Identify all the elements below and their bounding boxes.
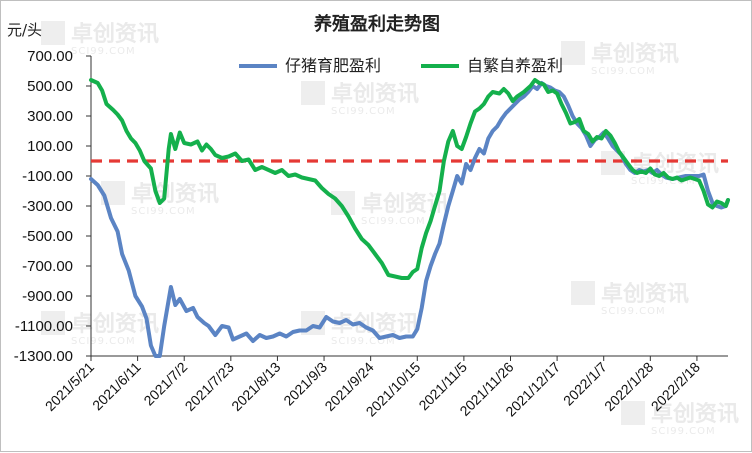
x-tick-label: 2021/7/23 <box>182 359 238 415</box>
watermark-subtext: SCI99.COM <box>331 106 396 117</box>
watermark-text: 卓创资讯 <box>601 282 689 307</box>
y-tick-label: -300.00 <box>22 198 73 215</box>
watermark-text: 卓创资讯 <box>651 402 739 427</box>
series-line-self-breeding <box>89 78 730 280</box>
series-lines <box>89 78 730 358</box>
y-tick-label: 500.00 <box>27 78 73 95</box>
x-tick-label: 2021/6/11 <box>89 359 144 414</box>
watermark-logo <box>41 21 65 45</box>
y-tick-label: 100.00 <box>27 138 73 155</box>
chart-title: 养殖盈利走势图 <box>313 13 440 35</box>
y-tick-label: -1300.00 <box>14 348 73 365</box>
y-tick-label: 700.00 <box>27 48 73 65</box>
watermark-text: 卓创资讯 <box>591 42 679 67</box>
watermark-logo <box>301 81 325 105</box>
watermark-logo <box>41 311 65 335</box>
watermark-subtext: SCI99.COM <box>331 336 396 347</box>
y-tick-label: -500.00 <box>22 228 73 245</box>
watermark-subtext: SCI99.COM <box>131 206 196 217</box>
y-tick-label: 300.00 <box>27 108 73 125</box>
y-tick-label: -700.00 <box>22 258 73 275</box>
x-tick-label: 2021/8/13 <box>228 359 284 415</box>
y-tick-label: -1100.00 <box>15 318 73 335</box>
legend-label: 仔猪育肥盈利 <box>285 56 381 75</box>
y-tick-label: -900.00 <box>22 288 73 305</box>
watermark-subtext: SCI99.COM <box>591 66 656 77</box>
x-tick-label: 2021/5/21 <box>42 359 98 415</box>
watermark-text: 卓创资讯 <box>131 182 219 207</box>
y-tick-label: -100.00 <box>22 168 73 185</box>
watermark-subtext: SCI99.COM <box>601 306 666 317</box>
watermark-logo <box>621 401 645 425</box>
watermark-subtext: SCI99.COM <box>71 336 136 347</box>
watermark-subtext: SCI99.COM <box>361 216 426 227</box>
watermark-logo <box>571 281 595 305</box>
y-axis-unit-label: 元/头 <box>7 21 42 39</box>
watermark-subtext: SCI99.COM <box>71 46 136 57</box>
watermark-text: 卓创资讯 <box>71 22 159 47</box>
watermark-text: 卓创资讯 <box>331 82 419 107</box>
y-tick-labels: 700.00 500.00 300.00 100.00 -100.00 -300.00 -5… <box>14 48 91 365</box>
x-tick-labels: 2021/5/212021/6/112021/7/22021/7/232021/… <box>42 356 703 420</box>
watermark-subtext: SCI99.COM <box>651 426 716 437</box>
legend-label: 自繁自养盈利 <box>467 56 563 75</box>
watermark-logo <box>561 41 585 65</box>
watermark-subtext: SCI99.COM <box>631 176 696 187</box>
legend: 仔猪育肥盈利 自繁自养盈利 <box>239 56 563 75</box>
